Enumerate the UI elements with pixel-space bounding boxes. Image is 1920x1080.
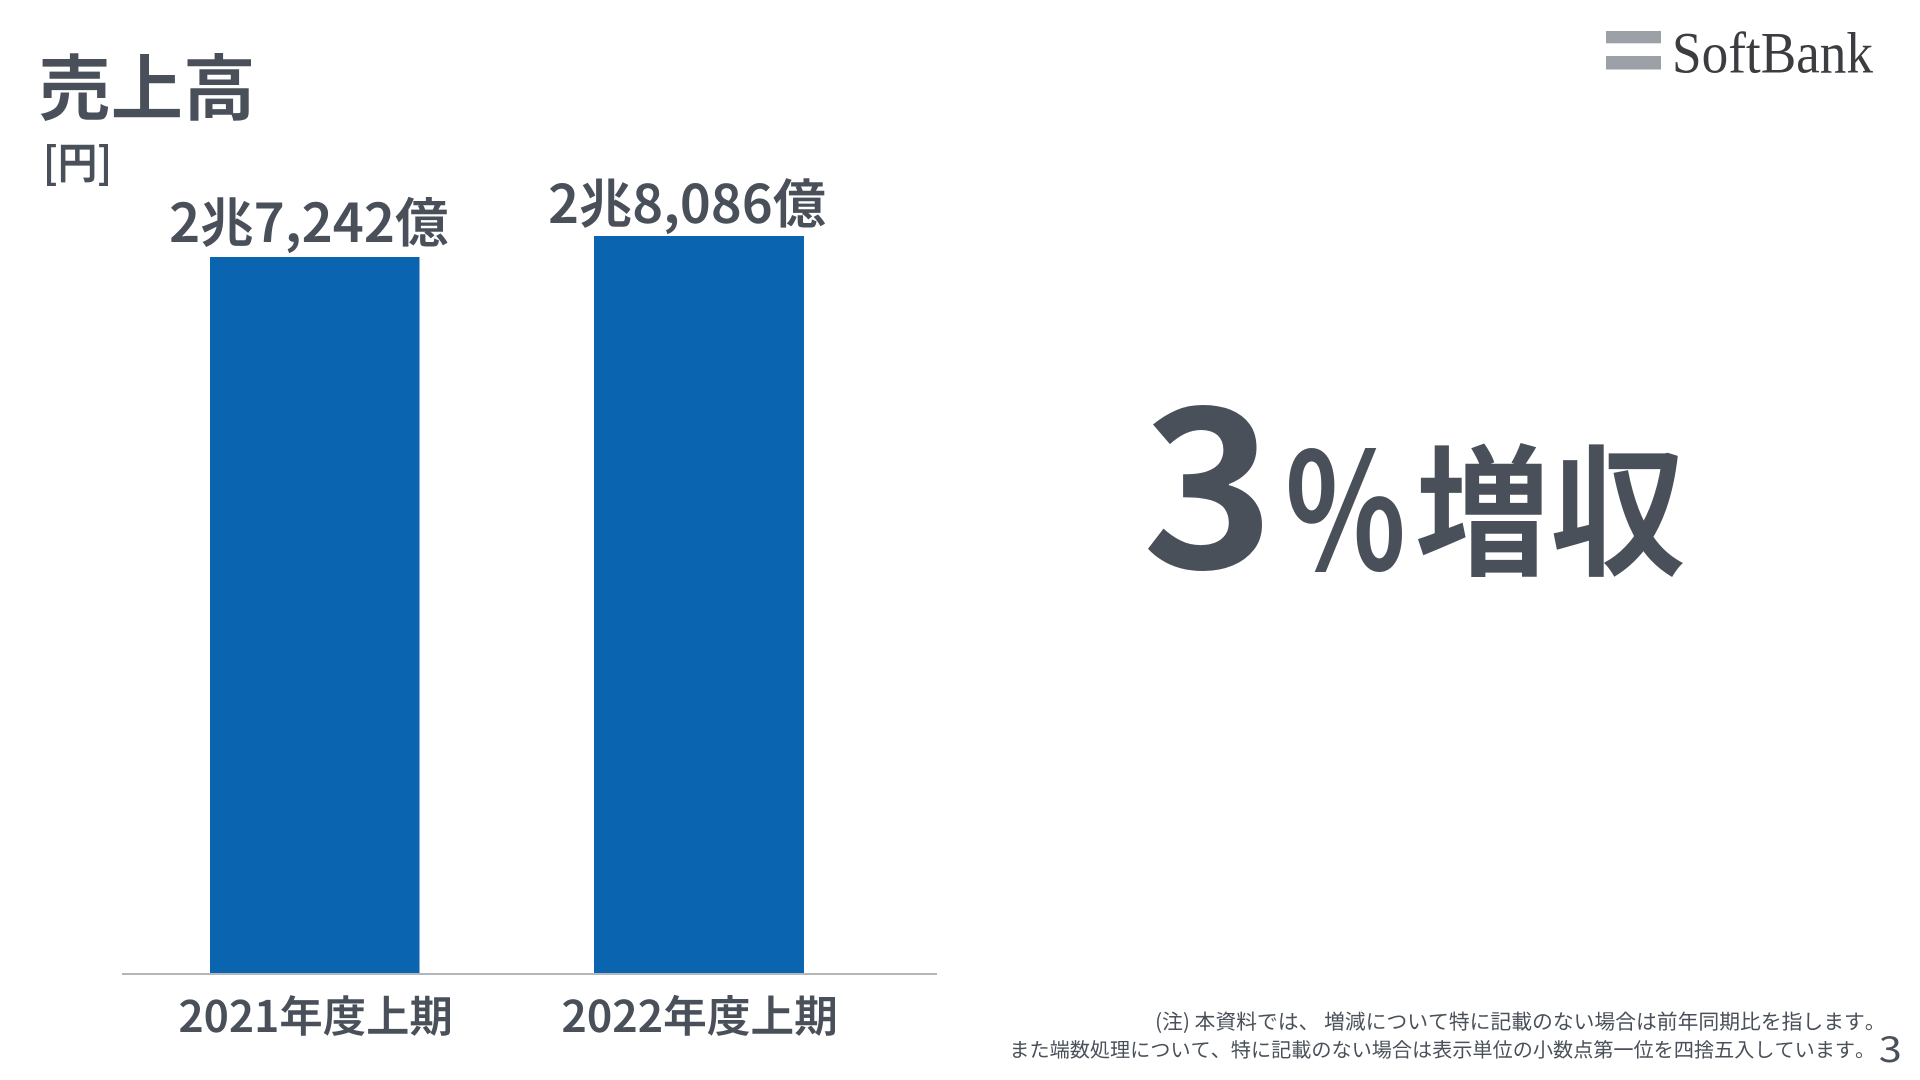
svg-text:SoftBank: SoftBank (1672, 21, 1873, 86)
